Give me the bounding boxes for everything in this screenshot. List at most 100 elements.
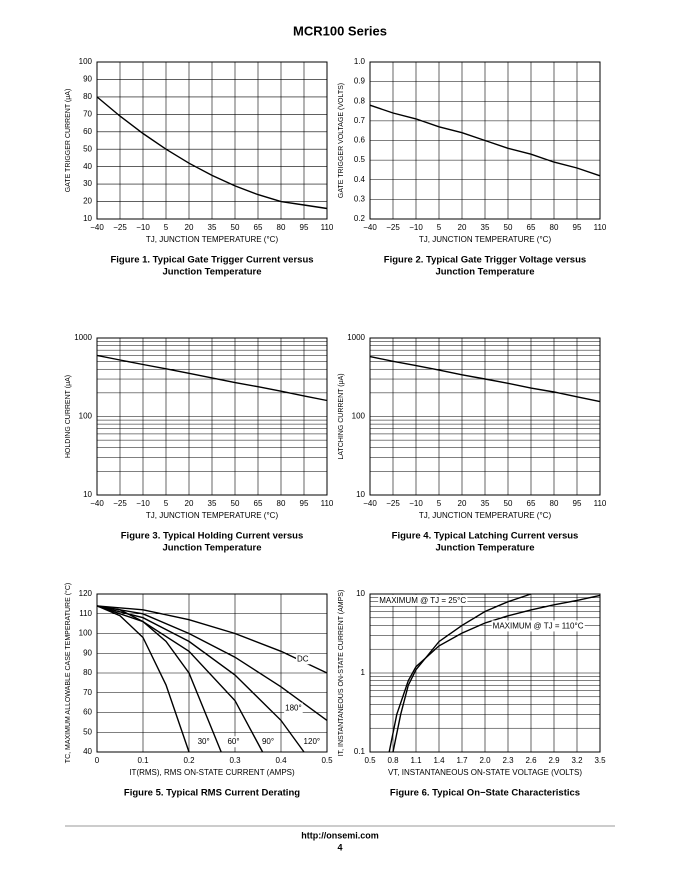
x-tick-label: 0.2 (183, 756, 195, 765)
y-tick-label: 100 (79, 629, 93, 638)
x-tick-label: 2.3 (502, 756, 514, 765)
x-tick-label: 80 (277, 499, 286, 508)
plot-frame (96, 337, 328, 496)
x-tick-label: 95 (573, 499, 582, 508)
x-tick-label: 0.8 (387, 756, 399, 765)
x-tick-label: −40 (90, 223, 104, 232)
footer-url: http://onsemi.com (301, 830, 379, 840)
x-tick-label: −25 (113, 499, 127, 508)
x-tick-label: 95 (573, 223, 582, 232)
y-tick-label: 1 (361, 668, 366, 677)
y-tick-label: 40 (83, 747, 92, 756)
figure-caption: Figure 3. Typical Holding Current versus (121, 531, 303, 542)
y-tick-label: 110 (79, 609, 92, 618)
y-tick-label: 80 (83, 92, 92, 101)
x-tick-label: −40 (90, 499, 104, 508)
x-tick-label: 3.2 (571, 756, 583, 765)
page-header: MCR100 Series (293, 23, 387, 38)
plot-frame (96, 61, 328, 220)
y-axis-label: IT, INSTANTANEOUS ON-STATE CURRENT (AMPS… (338, 590, 345, 757)
y-tick-label: 10 (83, 214, 92, 223)
x-tick-label: 95 (300, 499, 309, 508)
x-tick-label: 0.1 (137, 756, 149, 765)
figure-caption: Figure 1. Typical Gate Trigger Current v… (110, 255, 313, 266)
x-tick-label: −10 (409, 499, 423, 508)
series-label: 90° (262, 737, 274, 746)
y-tick-label: 10 (83, 490, 92, 499)
x-tick-label: −25 (386, 223, 400, 232)
y-tick-label: 40 (83, 162, 92, 171)
x-tick-label: 20 (185, 499, 194, 508)
y-tick-label: 100 (352, 412, 366, 421)
figure-caption: Junction Temperature (435, 267, 534, 278)
x-tick-label: 35 (481, 223, 490, 232)
x-tick-label: 0.5 (364, 756, 376, 765)
y-tick-label: 50 (83, 144, 92, 153)
y-tick-label: 100 (79, 57, 93, 66)
series-label: 60° (227, 737, 239, 746)
series-line (96, 605, 328, 721)
x-tick-label: −40 (363, 499, 377, 508)
x-tick-label: 110 (594, 223, 607, 232)
x-tick-label: 0.3 (229, 756, 241, 765)
y-tick-label: 0.4 (354, 175, 366, 184)
x-tick-label: 110 (321, 499, 334, 508)
x-tick-label: 65 (527, 223, 536, 232)
y-tick-label: 10 (356, 589, 365, 598)
x-tick-label: 95 (300, 223, 309, 232)
series-line (388, 594, 601, 753)
x-tick-label: 1.1 (410, 756, 422, 765)
y-axis-label: HOLDING CURRENT (μA) (65, 375, 72, 458)
x-tick-label: 80 (550, 499, 559, 508)
x-tick-label: 110 (594, 499, 607, 508)
x-tick-label: 50 (504, 499, 513, 508)
figure-caption: Figure 2. Typical Gate Trigger Voltage v… (384, 255, 586, 266)
y-tick-label: 0.7 (354, 116, 366, 125)
x-tick-label: 5 (164, 499, 169, 508)
y-tick-label: 100 (79, 412, 93, 421)
x-tick-label: 50 (231, 499, 240, 508)
series-label: 30° (198, 737, 210, 746)
series-label-bg (196, 736, 211, 748)
x-tick-label: −40 (363, 223, 377, 232)
series-label-bg (260, 736, 276, 748)
x-tick-label: 0 (95, 756, 100, 765)
y-tick-label: 30 (83, 179, 92, 188)
x-tick-label: 80 (550, 223, 559, 232)
y-tick-label: 0.1 (354, 747, 366, 756)
series-label-bg (491, 620, 585, 632)
data-line (96, 96, 328, 210)
y-tick-label: 1000 (74, 333, 92, 342)
y-tick-label: 10 (356, 490, 365, 499)
y-tick-label: 90 (83, 75, 92, 84)
x-tick-label: 2.9 (548, 756, 560, 765)
x-tick-label: 20 (458, 223, 467, 232)
x-tick-label: 50 (504, 223, 513, 232)
y-tick-label: 70 (83, 688, 92, 697)
y-tick-label: 0.6 (354, 136, 366, 145)
x-tick-label: 1.7 (456, 756, 468, 765)
y-tick-label: 120 (79, 589, 93, 598)
x-tick-label: 2.6 (525, 756, 537, 765)
y-tick-label: 70 (83, 109, 92, 118)
x-axis-label: VT, INSTANTANEOUS ON-STATE VOLTAGE (VOLT… (388, 768, 582, 777)
x-tick-label: 3.5 (594, 756, 606, 765)
x-axis-label: TJ, JUNCTION TEMPERATURE (°C) (146, 511, 279, 520)
x-tick-label: 50 (231, 223, 240, 232)
plot-frame (369, 593, 601, 753)
x-axis-label: TJ, JUNCTION TEMPERATURE (°C) (419, 235, 552, 244)
y-tick-label: 90 (83, 648, 92, 657)
series-label: MAXIMUM @ TJ = 25°C (379, 596, 466, 605)
x-tick-label: 110 (321, 223, 334, 232)
figure-caption: Junction Temperature (162, 267, 261, 278)
figure-caption: Figure 4. Typical Latching Current versu… (392, 531, 579, 542)
data-line (369, 104, 601, 177)
plot-frame (369, 61, 601, 220)
y-tick-label: 0.8 (354, 96, 366, 105)
x-tick-label: 20 (458, 499, 467, 508)
x-tick-label: 35 (208, 223, 217, 232)
x-tick-label: 35 (208, 499, 217, 508)
series-label: DC (297, 654, 309, 663)
x-tick-label: 20 (185, 223, 194, 232)
